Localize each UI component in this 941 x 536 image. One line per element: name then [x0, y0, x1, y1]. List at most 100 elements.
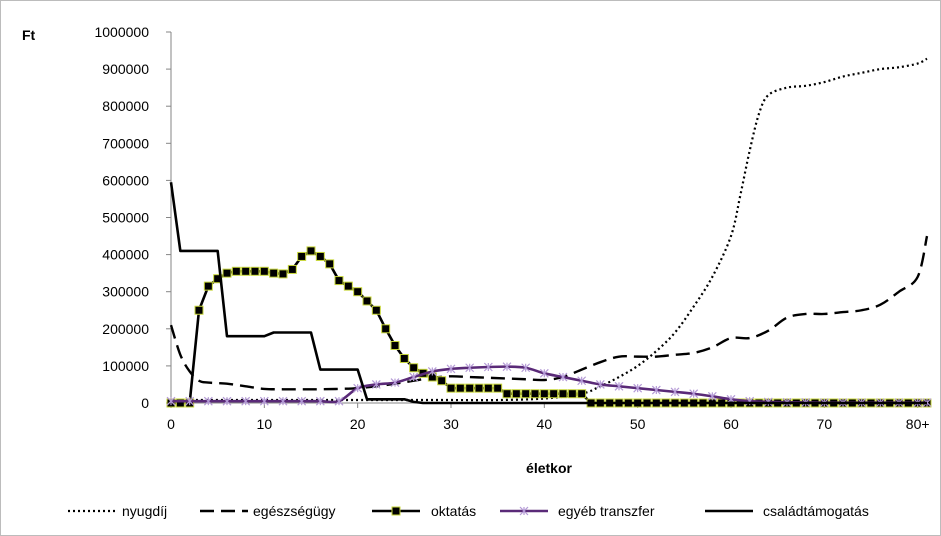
legend-label: egészségügy [253, 503, 336, 519]
data-point [446, 383, 456, 393]
data-point [633, 383, 643, 393]
data-point [577, 389, 587, 399]
data-point [437, 376, 447, 386]
data-point [493, 383, 503, 393]
series-line-egeszsegugy [169, 235, 929, 391]
data-point [502, 362, 512, 372]
data-point [315, 251, 325, 261]
y-tick-label: 100000 [102, 358, 149, 374]
series-nyugdij [171, 57, 928, 402]
data-point [250, 266, 260, 276]
x-tick-label: 60 [723, 416, 739, 432]
y-tick-label: 1000000 [94, 24, 149, 40]
x-tick-label: 30 [443, 416, 459, 432]
data-point [287, 264, 297, 274]
data-point [203, 396, 213, 406]
data-point [707, 391, 717, 401]
x-axis-title: életkor [526, 460, 572, 476]
data-point [539, 389, 549, 399]
data-point [614, 381, 624, 391]
data-point [465, 383, 475, 393]
x-tick-label: 70 [817, 416, 833, 432]
data-point [175, 398, 185, 408]
y-tick-label: 800000 [102, 98, 149, 114]
x-tick-label: 0 [167, 416, 175, 432]
data-point [465, 363, 475, 373]
y-tick-label: 500000 [102, 210, 149, 226]
data-point [315, 396, 325, 406]
series-layer [166, 57, 932, 408]
data-point [353, 383, 363, 393]
data-point [381, 324, 391, 334]
data-point [278, 396, 288, 406]
y-tick-label: 400000 [102, 247, 149, 263]
data-point [241, 266, 251, 276]
data-point [259, 396, 269, 406]
data-point [353, 287, 363, 297]
data-point [325, 259, 335, 269]
series-line-nyugdij [171, 57, 928, 402]
data-point [577, 376, 587, 386]
data-point [390, 378, 400, 388]
legend-item-nyugdij: nyugdíj [68, 503, 167, 519]
data-point [567, 389, 577, 399]
legend: nyugdíj egészségügy oktatás egyéb transzfer… [68, 503, 869, 519]
data-point [231, 266, 241, 276]
data-point [539, 368, 549, 378]
legend-label: nyugdíj [122, 503, 167, 519]
series-egeszsegugy [169, 235, 929, 391]
data-point [185, 396, 195, 406]
data-point [343, 281, 353, 291]
data-point [203, 281, 213, 291]
data-point [306, 246, 316, 256]
data-point [334, 396, 344, 406]
data-point [222, 396, 232, 406]
data-point [390, 340, 400, 350]
legend-item-oktatas: oktatás [372, 503, 476, 519]
labels: 0100000200000300000400000500000600000700… [22, 24, 930, 476]
data-point [511, 389, 521, 399]
data-point [194, 305, 204, 315]
legend-item-csaladtamogatas: családtámogatás [705, 503, 869, 519]
data-point [399, 353, 409, 363]
data-point [446, 364, 456, 374]
data-point [670, 387, 680, 397]
data-point [166, 396, 176, 406]
y-axis-title: Ft [22, 27, 36, 43]
data-point [521, 389, 531, 399]
y-tick-label: 900000 [102, 61, 149, 77]
x-tick-label: 40 [537, 416, 553, 432]
legend-marker [391, 506, 401, 516]
data-point [222, 268, 232, 278]
data-point [409, 363, 419, 373]
data-point [549, 389, 559, 399]
data-point [259, 266, 269, 276]
data-point [530, 389, 540, 399]
data-point [278, 269, 288, 279]
data-point [651, 385, 661, 395]
legend-label: oktatás [431, 503, 476, 519]
data-point [455, 383, 465, 393]
x-tick-label: 80+ [906, 416, 930, 432]
series-csaladtamogatas [169, 182, 927, 405]
y-tick-label: 300000 [102, 284, 149, 300]
data-point [558, 389, 568, 399]
y-tick-label: 0 [141, 395, 149, 411]
data-point [474, 383, 484, 393]
data-point [689, 389, 699, 399]
data-point [241, 396, 251, 406]
x-tick-label: 50 [630, 416, 646, 432]
legend-label: egyéb transzfer [558, 503, 655, 519]
data-point [595, 380, 605, 389]
y-tick-label: 700000 [102, 135, 149, 151]
data-point [521, 363, 531, 373]
legend-item-egyeb-transzfer: egyéb transzfer [500, 503, 655, 519]
data-point [483, 362, 493, 372]
data-point [427, 367, 437, 376]
y-tick-label: 200000 [102, 321, 149, 337]
data-point [297, 396, 307, 406]
data-point [297, 251, 307, 261]
